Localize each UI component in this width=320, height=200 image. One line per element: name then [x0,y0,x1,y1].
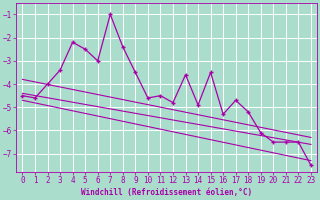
X-axis label: Windchill (Refroidissement éolien,°C): Windchill (Refroidissement éolien,°C) [81,188,252,197]
